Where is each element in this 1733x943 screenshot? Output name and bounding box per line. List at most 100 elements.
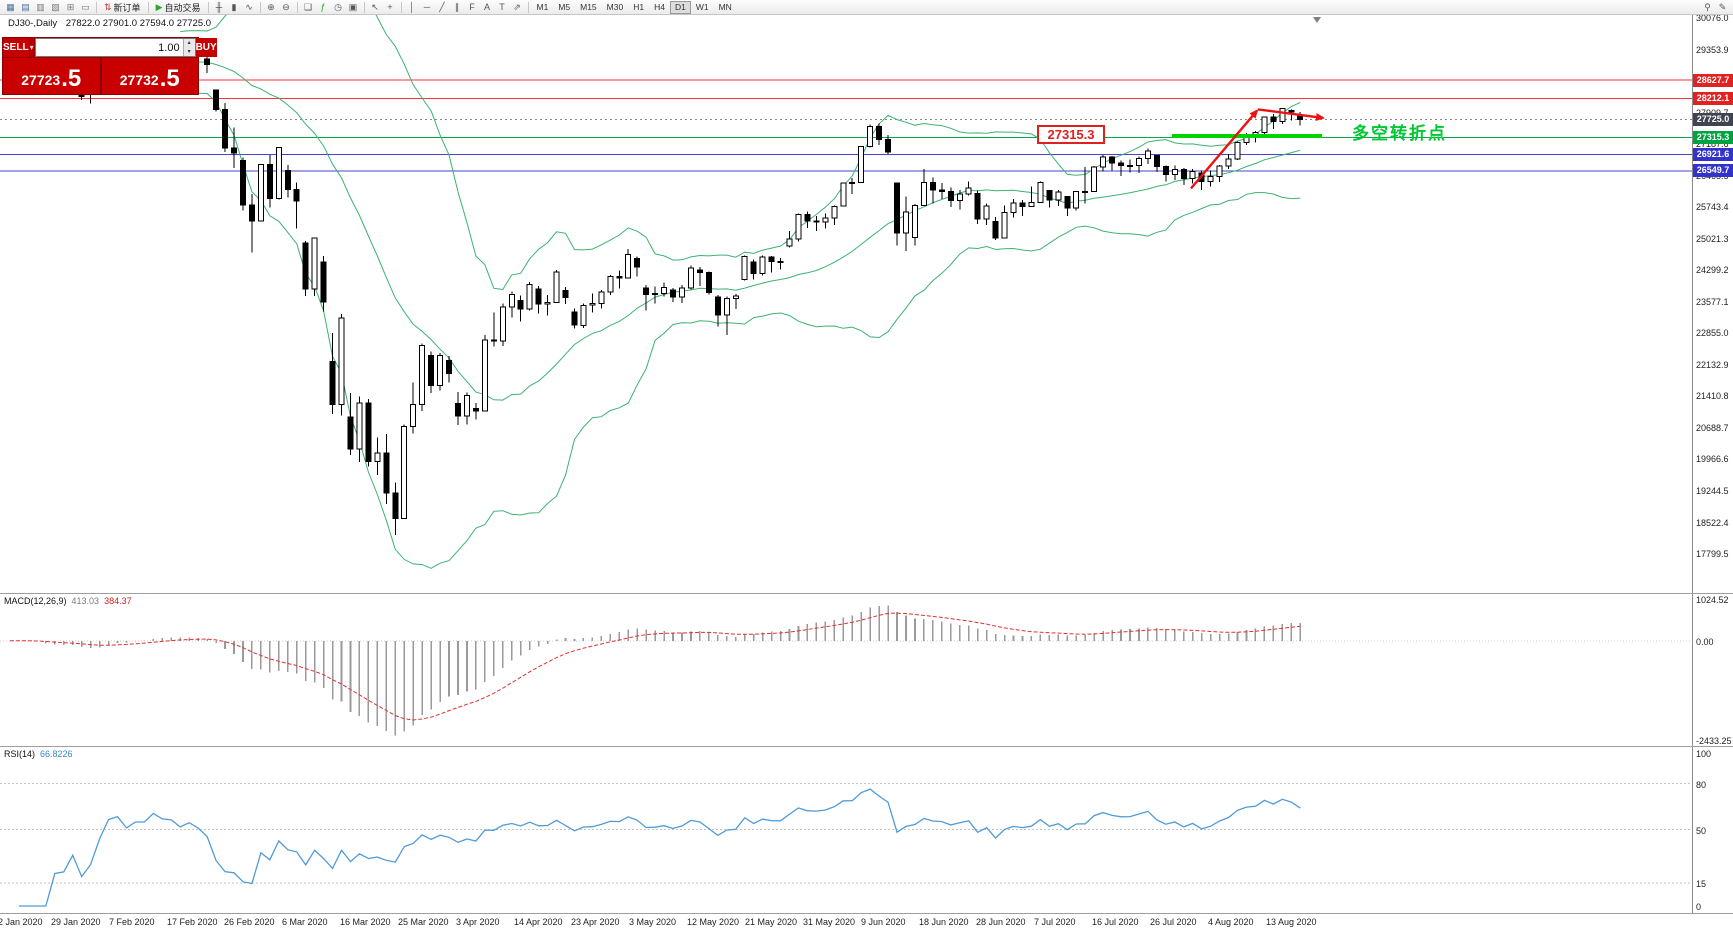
pane-resize-handle[interactable]: [0, 746, 1733, 747]
text-label-icon[interactable]: T: [495, 1, 510, 14]
sell-price-main: 27723: [21, 72, 61, 88]
turning-point-annotation[interactable]: 多空转折点: [1352, 124, 1447, 143]
toolbar-separator: [259, 1, 261, 13]
indicators-icon[interactable]: ƒ: [316, 1, 331, 14]
volume-stepper: ▴ ▾: [182, 39, 195, 56]
zoom-out-icon[interactable]: ⊖: [279, 1, 294, 14]
horizontal-line-icon[interactable]: ─: [420, 1, 435, 14]
timeframe-w1-button[interactable]: W1: [695, 2, 709, 12]
buy-price-button[interactable]: 27732.5: [99, 58, 198, 94]
timeframe-m5-button[interactable]: M5: [558, 2, 571, 12]
toolbar-separator: [147, 1, 149, 13]
line-chart-icon[interactable]: ∿: [242, 1, 257, 14]
buy-price-main: 27732: [119, 72, 159, 88]
timeframe-h4-button[interactable]: H4: [654, 2, 665, 12]
timeframe-m1-button[interactable]: M1: [536, 2, 549, 12]
x-axis-date: 16 Jul 2020: [1092, 917, 1139, 927]
text-icon[interactable]: A: [480, 1, 495, 14]
autotrading-button[interactable]: ▶ 自动交易: [152, 1, 205, 14]
cursor-icon[interactable]: ↖: [368, 1, 383, 14]
x-axis-date: 6 Mar 2020: [282, 917, 328, 927]
market-watch-icon[interactable]: ▥: [33, 1, 48, 14]
toolbar-separator: [363, 1, 365, 13]
crosshair-icon[interactable]: +: [383, 1, 398, 14]
arrows-icon: ⇗: [513, 1, 521, 12]
one-click-trading-panel: SELL ▾ ▴ ▾ BUY 27723.5 27732.5: [2, 37, 217, 95]
fibonacci-icon[interactable]: F: [465, 1, 480, 14]
new-chart-icon[interactable]: ▦: [3, 1, 18, 14]
templates-icon: ▣: [348, 1, 358, 12]
sell-price-button[interactable]: 27723.5: [3, 58, 100, 94]
market-watch-icon: ▥: [36, 1, 45, 12]
equidistant-channel-icon[interactable]: ∥: [450, 1, 465, 14]
autotrading-button-label: 自动交易: [164, 2, 201, 13]
text-icon: A: [483, 2, 490, 12]
buy-price-pips: .5: [159, 65, 180, 92]
chart-shift-marker[interactable]: [1313, 17, 1321, 23]
volume-input[interactable]: [35, 39, 183, 56]
toolbar-right-icons: ⚲ ✎: [1700, 1, 1730, 14]
order-options-dropdown[interactable]: ▾: [28, 38, 35, 57]
equidistant-channel-icon: ∥: [454, 1, 460, 12]
buy-button[interactable]: BUY: [195, 38, 217, 57]
x-axis-date: 22 Jan 2020: [0, 917, 43, 927]
price-axis-separator: [1692, 15, 1693, 914]
timeframe-m30-button[interactable]: M30: [606, 2, 624, 12]
edit-icon[interactable]: ✎: [1718, 1, 1727, 12]
toolbar-separator: [527, 1, 529, 13]
new-chart-icon: ▦: [6, 1, 15, 12]
main-chart-canvas[interactable]: [0, 15, 1733, 593]
trendline-icon: ╱: [439, 1, 445, 12]
periods-icon[interactable]: ◷: [331, 1, 346, 14]
zoom-in-icon: ⊕: [267, 1, 275, 12]
sell-button[interactable]: SELL: [3, 38, 29, 57]
timeframe-m15-button[interactable]: M15: [580, 2, 597, 12]
trendline-icon[interactable]: ╱: [435, 1, 450, 14]
price-level-annotation[interactable]: 27315.3: [1037, 125, 1105, 144]
x-axis-date: 26 Feb 2020: [224, 917, 275, 927]
x-axis-date: 18 Jun 2020: [919, 917, 969, 927]
volume-increase-button[interactable]: ▴: [187, 40, 191, 46]
terminal-icon: ▭: [81, 1, 90, 12]
x-axis-date: 21 May 2020: [745, 917, 798, 927]
ohlc-label: 27822.0 27901.0 27594.0 27725.0: [65, 18, 212, 29]
rsi-pane-canvas[interactable]: [0, 747, 1733, 913]
terminal-icon[interactable]: ▭: [78, 1, 93, 14]
pane-resize-handle[interactable]: [0, 593, 1733, 594]
new-order-button[interactable]: ⇅ 新订单: [100, 1, 145, 14]
periods-icon: ◷: [334, 1, 342, 12]
data-window-icon[interactable]: ▧: [48, 1, 63, 14]
templates-icon[interactable]: ▣: [346, 1, 361, 14]
timeframe-mn-button[interactable]: MN: [718, 2, 732, 12]
fibonacci-icon: F: [469, 2, 475, 12]
search-icon[interactable]: ⚲: [1704, 1, 1711, 12]
toolbar: ▦ ▤ ▥ ▧ ⊞ ▭ ⇅ 新订单 ▶ 自动交易 ╫ ▮ ∿ ⊕ ⊖ ❏ ƒ ◷ ▣ ↖ + │ ─ ╱ ∥ F A T ⇗ M1 M5 M1…: [0, 0, 1733, 15]
text-label-icon: T: [499, 2, 505, 12]
zoom-in-icon[interactable]: ⊕: [264, 1, 279, 14]
timeframe-h1-button[interactable]: H1: [633, 2, 645, 12]
candlestick-icon[interactable]: ▮: [227, 1, 242, 14]
bar-chart-icon[interactable]: ╫: [212, 1, 227, 14]
symbol-period-label: DJ30-,Daily: [8, 18, 58, 29]
macd-pane-canvas[interactable]: [0, 594, 1733, 746]
x-axis-date: 26 Jul 2020: [1150, 917, 1197, 927]
volume-decrease-button[interactable]: ▾: [187, 49, 191, 55]
rsi-name: RSI(14): [4, 749, 36, 759]
chart-profiles-icon[interactable]: ▤: [18, 1, 33, 14]
tile-windows-icon[interactable]: ❏: [301, 1, 316, 14]
timeframe-d1-button[interactable]: D1: [669, 0, 691, 14]
zoom-out-icon: ⊖: [282, 1, 290, 12]
navigator-icon[interactable]: ⊞: [63, 1, 78, 14]
autotrading-button: ▶: [155, 1, 163, 12]
arrows-icon[interactable]: ⇗: [510, 1, 525, 14]
vertical-line-icon[interactable]: │: [405, 1, 420, 14]
x-axis-date: 3 Apr 2020: [456, 917, 500, 927]
x-axis-date: 4 Aug 2020: [1208, 917, 1254, 927]
time-axis: 22 Jan 2020 29 Jan 2020 7 Feb 2020 17 Feb 2…: [0, 914, 1733, 943]
x-axis-date: 17 Feb 2020: [167, 917, 218, 927]
candlestick-icon: ▮: [231, 1, 237, 12]
pane-resize-handle[interactable]: [0, 913, 1733, 914]
x-axis-date: 9 Jun 2020: [861, 917, 906, 927]
new-order-button: ⇅: [104, 1, 112, 12]
